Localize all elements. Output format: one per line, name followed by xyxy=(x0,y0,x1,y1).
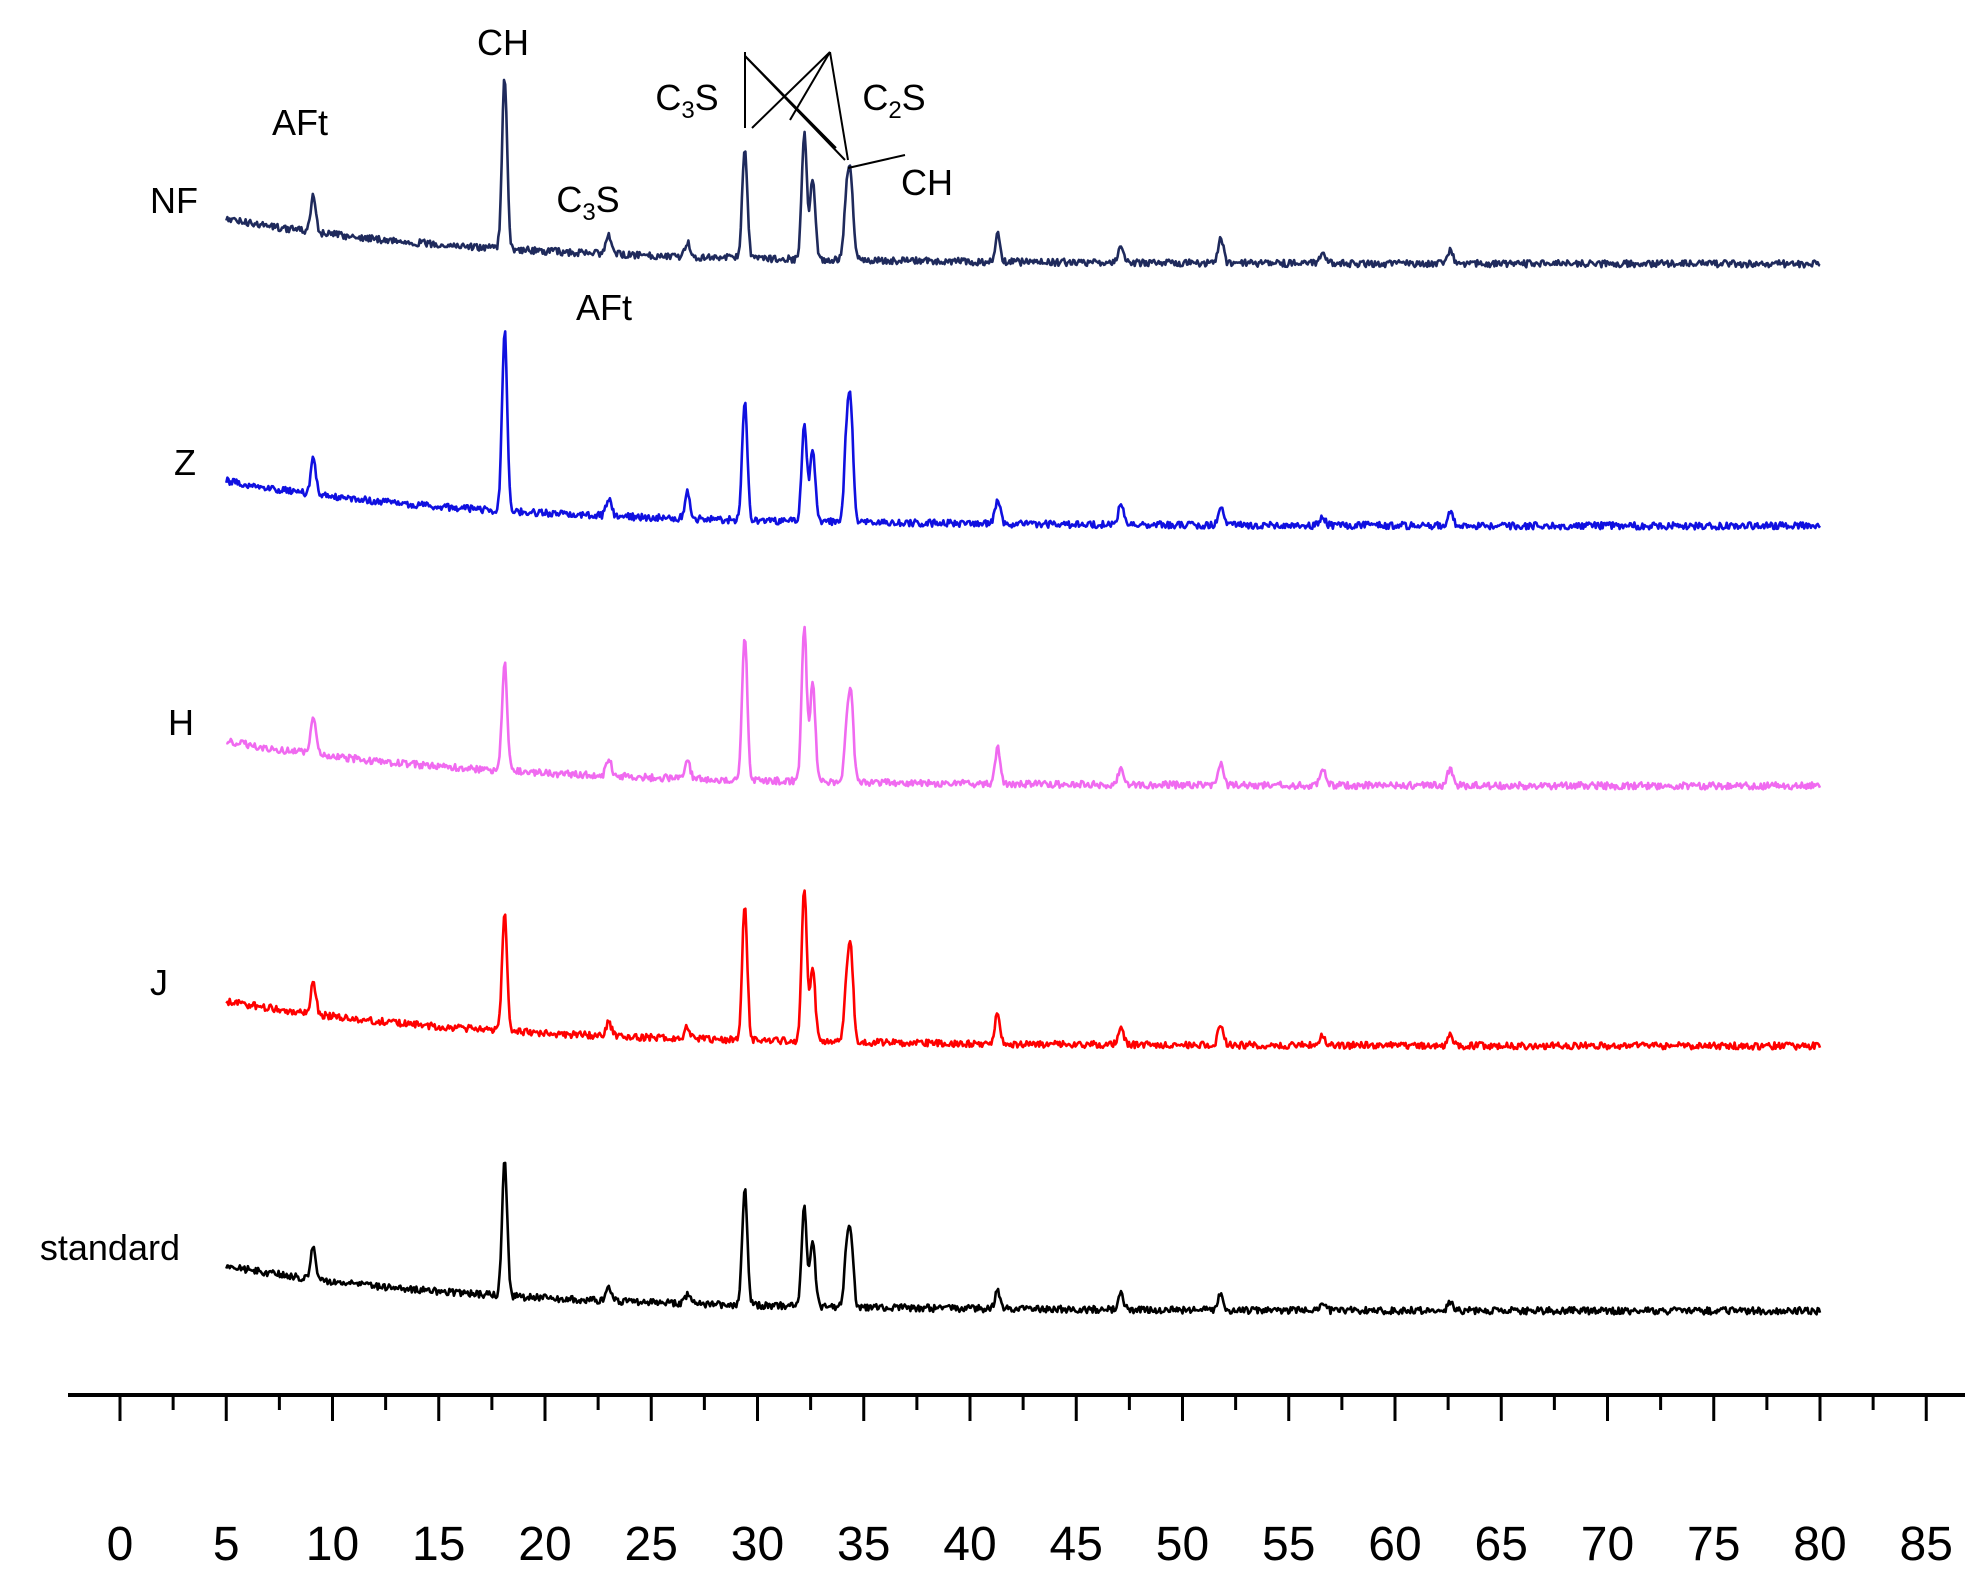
x-tick-label: 0 xyxy=(107,1518,134,1571)
series-label-z: Z xyxy=(174,442,196,483)
series-label-j: J xyxy=(150,962,168,1003)
x-axis: 0 5 10 15 20 25 30 35 40 45 50 55 60 65 70 75 80 85 xyxy=(68,1393,1965,1571)
annotation-c3s: C3S xyxy=(655,77,718,124)
annotation-ch: CH xyxy=(901,162,953,203)
x-tick-label: 80 xyxy=(1793,1518,1846,1571)
x-tick-label: 40 xyxy=(943,1518,996,1571)
x-tick-label: 50 xyxy=(1156,1518,1209,1571)
x-tick-label: 15 xyxy=(412,1518,465,1571)
series-line-nf xyxy=(225,78,1821,269)
series-line-j xyxy=(225,889,1822,1051)
series-line-standard xyxy=(225,1161,1822,1316)
series-label-standard: standard xyxy=(40,1227,180,1268)
x-tick-label: 55 xyxy=(1262,1518,1315,1571)
annotation-aft: AFt xyxy=(576,287,632,328)
annotation-ch: CH xyxy=(477,22,529,63)
peak-annotations: AFt CH C3S AFt C3S C2S CH xyxy=(272,22,953,328)
annotation-c2s: C2S xyxy=(862,77,925,124)
series-label-nf: NF xyxy=(150,180,198,221)
annotation-leader-line xyxy=(829,51,849,161)
x-tick-label: 65 xyxy=(1475,1518,1528,1571)
x-tick-label: 35 xyxy=(837,1518,890,1571)
annotation-leader-line xyxy=(751,51,831,129)
series-group xyxy=(225,78,1822,1316)
x-tick-label: 5 xyxy=(213,1518,240,1571)
x-tick-label: 70 xyxy=(1581,1518,1634,1571)
x-tick-label: 45 xyxy=(1050,1518,1103,1571)
x-tick-label: 30 xyxy=(731,1518,784,1571)
annotation-aft: AFt xyxy=(272,102,328,143)
annotation-leader-line xyxy=(744,55,846,161)
series-label-h: H xyxy=(168,702,194,743)
series-line-h xyxy=(225,625,1822,791)
annotation-leader-line xyxy=(789,51,831,121)
series-line-z xyxy=(225,330,1822,531)
annotation-leader-line xyxy=(847,154,906,169)
x-tick-label: 25 xyxy=(625,1518,678,1571)
x-tick-label: 75 xyxy=(1687,1518,1740,1571)
x-tick-label: 20 xyxy=(518,1518,571,1571)
annotation-c3s: C3S xyxy=(556,179,619,226)
x-tick-label: 60 xyxy=(1368,1518,1421,1571)
x-tick-label: 10 xyxy=(306,1518,359,1571)
x-tick-label: 85 xyxy=(1900,1518,1953,1571)
